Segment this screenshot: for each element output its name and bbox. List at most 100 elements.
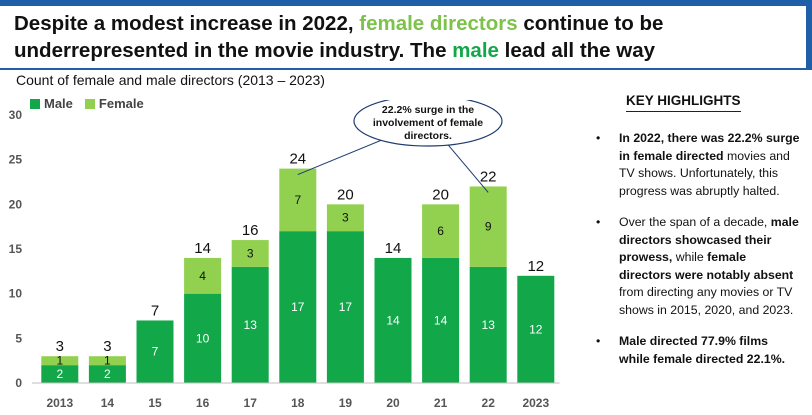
data-label-male: 2 [56, 367, 63, 381]
data-label-female: 1 [56, 354, 63, 368]
bar-male-17 [231, 266, 269, 383]
y-tick-label: 10 [9, 287, 23, 301]
x-tick-label: 16 [196, 396, 210, 410]
data-label-female: 6 [437, 224, 444, 238]
x-tick-label: 21 [434, 396, 448, 410]
data-label-female: 3 [342, 211, 349, 225]
x-tick-label: 19 [339, 396, 353, 410]
x-tick-label: 22 [482, 396, 496, 410]
total-label: 20 [337, 186, 354, 203]
bar-female-2013 [41, 356, 79, 366]
bar-male-21 [422, 257, 460, 383]
x-tick-label: 2023 [522, 396, 549, 410]
chart-legend: Male Female [30, 96, 144, 111]
x-tick-label: 14 [101, 396, 115, 410]
total-label: 16 [242, 222, 259, 239]
highlight-bold-text: female directors were notably absent [619, 250, 794, 282]
highlight-item: In 2022, there was 22.2% surge in female… [596, 130, 802, 200]
highlight-item: Male directed 77.9% films while female d… [596, 333, 802, 368]
bar-female-21 [422, 204, 460, 258]
y-tick-label: 20 [9, 197, 23, 211]
x-tick-label: 17 [244, 396, 258, 410]
annotation-text: 22.2% surge in the [382, 104, 474, 116]
annotation-text: involvement of female [373, 117, 483, 129]
headline-text: Despite a modest increase in 2022, [14, 12, 360, 35]
x-tick-label: 20 [386, 396, 400, 410]
x-tick-label: 18 [291, 396, 305, 410]
total-label: 14 [385, 240, 402, 257]
annotation-text: directors. [404, 130, 452, 142]
highlight-item: Over the span of a decade, male director… [596, 214, 802, 319]
total-label: 3 [103, 338, 111, 355]
total-label: 7 [151, 302, 159, 319]
bar-male-18 [279, 231, 317, 383]
data-label-female: 4 [199, 269, 206, 283]
data-label-male: 10 [196, 331, 210, 345]
highlight-bold-text: Male directed 77.9% films while female d… [619, 334, 786, 366]
headline-text: lead all the way [498, 39, 656, 62]
highlight-text: movies and TV shows. Unfortunately, this… [619, 148, 790, 198]
x-tick-label: 2013 [46, 396, 73, 410]
data-label-female: 1 [104, 354, 111, 368]
bar-male-20 [374, 257, 412, 383]
legend-item-female: Female [84, 96, 144, 111]
bar-female-18 [279, 168, 317, 232]
bar-male-14 [88, 365, 126, 383]
total-label: 24 [289, 151, 306, 168]
data-label-male: 14 [386, 313, 400, 327]
bar-male-2013 [41, 365, 79, 383]
bar-female-16 [184, 257, 222, 294]
bar-male-2023 [517, 275, 555, 383]
headline: Despite a modest increase in 2022, femal… [14, 10, 794, 64]
bar-male-16 [184, 293, 222, 383]
total-label: 22 [480, 168, 497, 185]
header-divider [0, 68, 812, 70]
top-accent-bar [0, 0, 812, 6]
highlight-bold-text: male directors showcased their prowess, [619, 215, 799, 264]
data-label-female: 7 [294, 193, 301, 207]
stacked-bar-chart: 0510152025302132013213147715104141613316… [9, 100, 560, 410]
legend-item-male: Male [30, 96, 73, 111]
y-tick-label: 5 [15, 331, 22, 345]
bar-female-17 [231, 240, 269, 267]
total-label: 3 [56, 338, 64, 355]
data-label-male: 14 [434, 313, 448, 327]
data-label-male: 7 [152, 345, 159, 359]
total-label: 12 [527, 258, 544, 275]
headline-line-1: Despite a modest increase in 2022, femal… [14, 10, 794, 37]
data-label-male: 13 [482, 318, 496, 332]
headline-text: underrepresented in the movie industry. … [14, 39, 453, 62]
headline-female-highlight: female directors [359, 12, 518, 35]
annotation-callout [353, 100, 503, 147]
bar-female-14 [88, 356, 126, 366]
data-label-male: 2 [104, 367, 111, 381]
bar-male-22 [469, 266, 507, 383]
legend-label-male: Male [44, 96, 73, 111]
bar-female-19 [326, 204, 364, 232]
chart-title: Count of female and male directors (2013… [16, 72, 325, 88]
key-highlights-title: KEY HIGHLIGHTS [626, 93, 741, 112]
highlight-text: while [672, 250, 708, 264]
data-label-male: 12 [529, 322, 543, 336]
bar-male-15 [136, 320, 174, 383]
data-label-male: 17 [339, 300, 353, 314]
legend-swatch-male [30, 98, 40, 109]
highlight-bold-text: In 2022, there was 22.2% surge in female… [619, 131, 800, 163]
key-highlights-list: In 2022, there was 22.2% surge in female… [596, 130, 802, 382]
legend-label-female: Female [98, 96, 144, 111]
y-tick-label: 15 [9, 242, 23, 256]
data-label-female: 9 [485, 220, 492, 234]
data-label-female: 3 [247, 246, 254, 260]
y-tick-label: 25 [9, 153, 23, 167]
highlight-text: Over the span of a decade, [619, 215, 771, 229]
bar-female-22 [469, 186, 507, 267]
right-accent-bar [806, 0, 812, 68]
total-label: 14 [194, 240, 211, 257]
y-tick-label: 30 [9, 108, 23, 122]
bar-male-19 [326, 231, 364, 383]
data-label-male: 17 [291, 300, 305, 314]
total-label: 20 [432, 186, 449, 203]
headline-line-2: underrepresented in the movie industry. … [14, 37, 794, 64]
legend-swatch-female [84, 98, 95, 109]
y-tick-label: 0 [15, 376, 22, 390]
